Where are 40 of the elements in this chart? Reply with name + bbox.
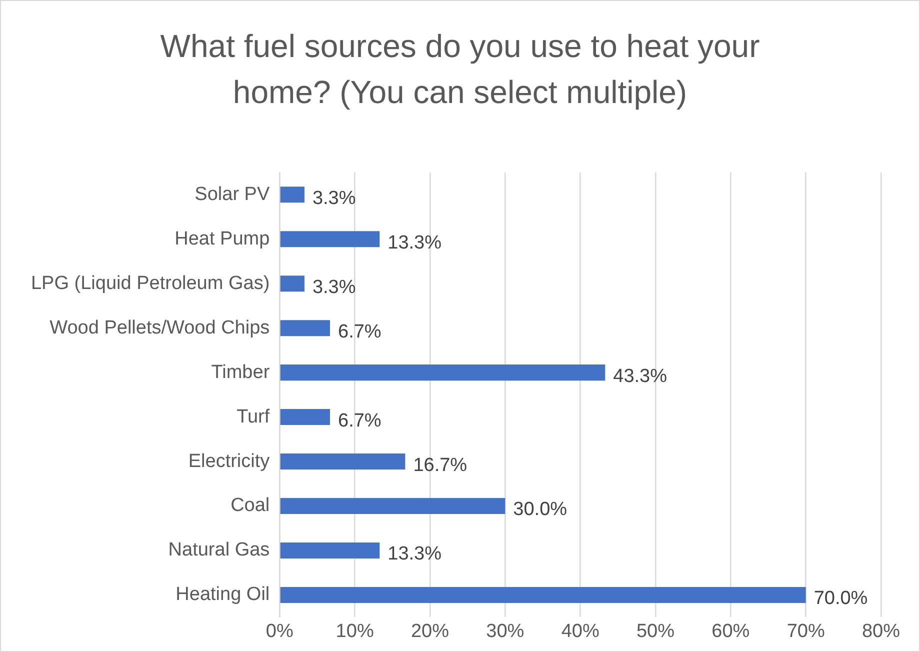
bar	[280, 276, 304, 292]
bar	[280, 454, 406, 470]
data-label: 70.0%	[814, 588, 868, 610]
y-tick-label: Electricity	[188, 450, 270, 472]
data-label: 16.7%	[413, 454, 468, 476]
y-tick-label: LPG (Liquid Petroleum Gas)	[30, 272, 270, 294]
y-tick-label: Solar PV	[194, 184, 270, 205]
data-label: 43.3%	[613, 366, 668, 387]
data-label: 13.3%	[388, 232, 442, 254]
bar	[280, 409, 330, 426]
data-label: 3.3%	[312, 188, 356, 209]
bar	[280, 542, 380, 558]
y-tick-label: Coal	[230, 495, 270, 516]
bar	[280, 186, 304, 203]
y-tick-label: Natural Gas	[168, 540, 270, 561]
x-tick-label: 70%	[786, 620, 825, 642]
bar	[280, 498, 506, 514]
y-tick-label: Heating Oil	[176, 584, 270, 606]
y-tick-label: Wood Pellets/Wood Chips	[50, 317, 270, 338]
y-tick-label: Heat Pump	[174, 228, 270, 250]
x-tick-label: 80%	[862, 620, 900, 642]
data-label: 6.7%	[338, 321, 382, 342]
data-label: 30.0%	[513, 499, 568, 520]
x-tick-label: 40%	[561, 620, 600, 642]
x-tick-label: 10%	[336, 620, 374, 642]
data-label: 3.3%	[312, 276, 356, 298]
bar	[280, 586, 806, 603]
x-tick-label: 0%	[266, 620, 294, 642]
x-tick-label: 50%	[636, 620, 675, 642]
data-label: 13.3%	[388, 544, 442, 565]
bar	[280, 231, 380, 248]
chart-title: What fuel sources do you use to heat your home? (You can select multiple)	[159, 27, 761, 112]
x-tick-label: 20%	[410, 620, 450, 642]
y-tick-label: Turf	[236, 406, 270, 428]
bar	[280, 364, 606, 381]
bar	[280, 320, 330, 336]
data-label: 6.7%	[338, 410, 382, 432]
x-tick-label: 60%	[712, 620, 750, 642]
x-tick-label: 30%	[486, 620, 524, 642]
y-tick-label: Timber	[211, 362, 270, 383]
